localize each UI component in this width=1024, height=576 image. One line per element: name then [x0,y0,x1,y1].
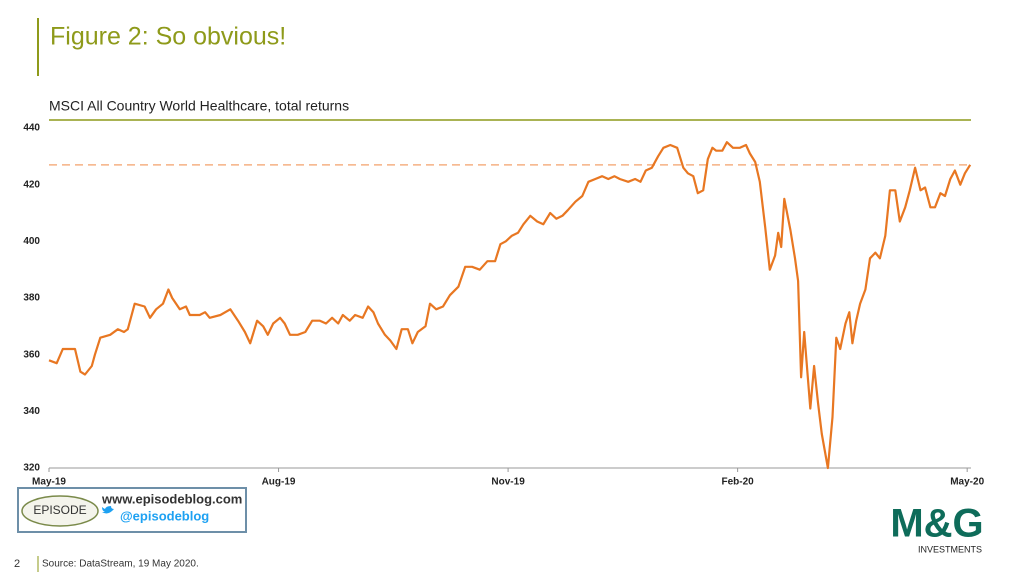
badge-handle: @episodeblog [120,508,209,523]
y-tick-label: 400 [23,236,40,247]
twitter-icon [102,506,114,514]
y-tick-label: 360 [23,349,40,360]
y-tick-label: 420 [23,179,40,190]
badge-oval [21,495,99,527]
y-tick-label: 380 [23,293,40,304]
page-number: 2 [14,558,20,570]
badge-url: www.episodeblog.com [101,491,242,506]
title-bar [37,18,39,76]
chart-title: MSCI All Country World Healthcare, total… [49,98,349,114]
y-tick-label: 340 [23,406,40,417]
x-tick-label: Feb-20 [722,477,755,488]
brand-tagline: INVESTMENTS [918,544,982,554]
episode-badge: EPISODE www.episodeblog.com @episodeblog [17,487,247,533]
source-note: Source: DataStream, 19 May 2020. [42,559,199,570]
y-tick-label: 320 [23,463,40,474]
x-tick-label: Aug-19 [262,477,296,488]
x-tick-label: May-19 [32,477,66,488]
x-tick-label: May-20 [950,477,984,488]
slide-title: Figure 2: So obvious! [50,23,286,51]
data-line [48,141,972,470]
badge-name: EPISODE [33,503,86,517]
brand-logo: M&G [890,502,983,546]
x-tick-label: Nov-19 [491,477,525,488]
y-tick-label: 440 [23,123,40,134]
